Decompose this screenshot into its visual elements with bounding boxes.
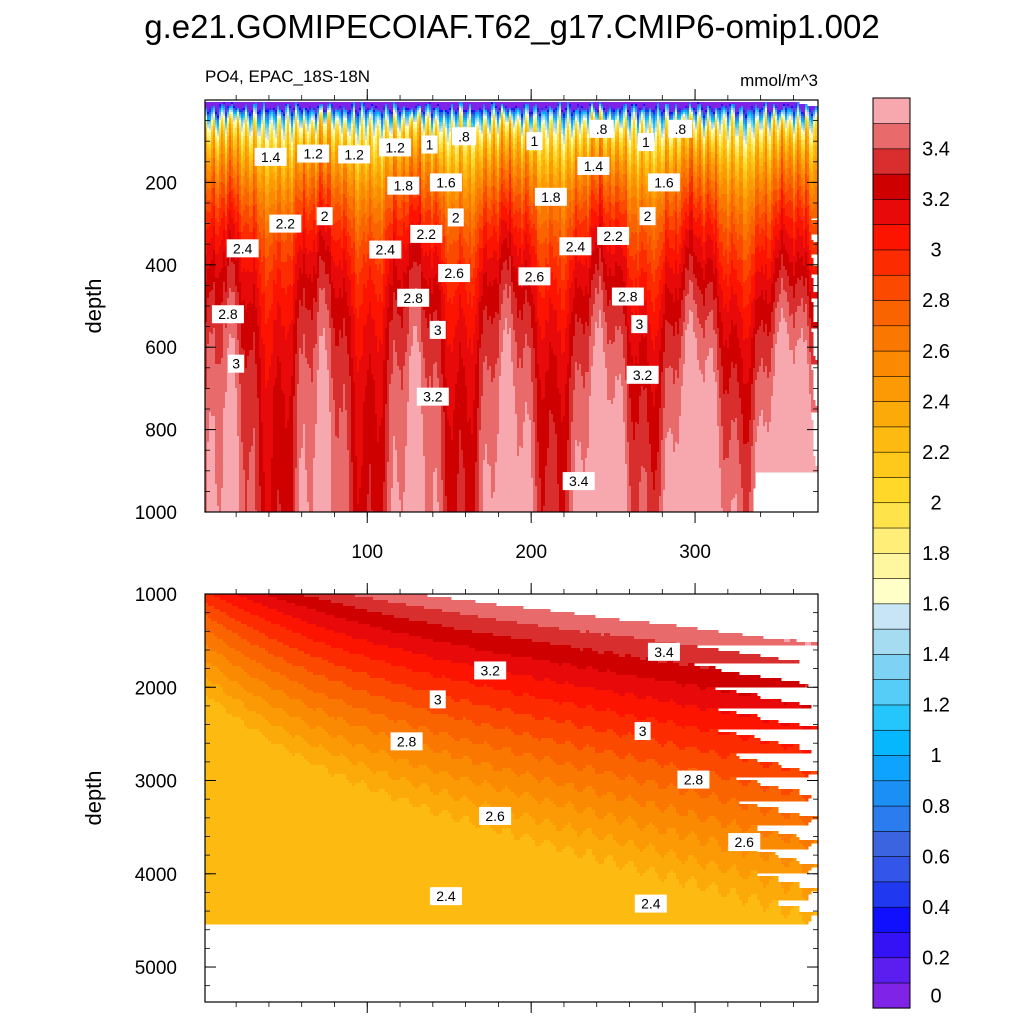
upper-contour-fill <box>205 102 818 513</box>
chart-title: g.e21.GOMIPECOIAF.T62_g17.CMIP6-omip1.00… <box>144 8 880 45</box>
figure: g.e21.GOMIPECOIAF.T62_g17.CMIP6-omip1.00… <box>0 0 1024 1024</box>
units-label: mmol/m^3 <box>740 71 818 90</box>
subtitle-left: PO4, EPAC_18S-18N <box>205 67 370 86</box>
upper-panel: 1.4 1.2 1.2 1.2 1.8 1.81.81.8 1.61.41.61.822.2… <box>81 89 818 563</box>
